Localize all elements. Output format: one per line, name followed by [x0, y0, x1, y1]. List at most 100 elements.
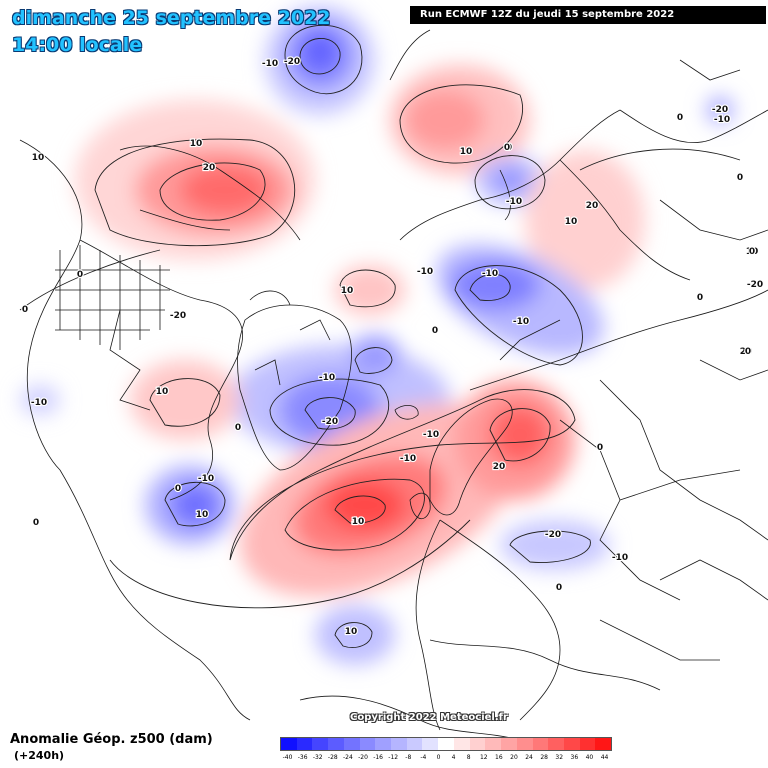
legend-swatch	[343, 738, 360, 750]
contour-label: 10	[341, 286, 354, 296]
legend-swatch	[563, 738, 580, 750]
legend-tick-labels: -40 -36 -32 -28 -24 -20 -16 -12 -8 -4 0 4 8 12 16 20 24 2…	[280, 752, 612, 763]
contour-label: 10	[156, 387, 169, 397]
contour-label: -10	[31, 398, 47, 408]
legend-swatch	[375, 738, 392, 750]
legend-tick: -36	[297, 754, 308, 761]
contour-label: 0	[749, 247, 755, 257]
contour-label: -10	[513, 317, 529, 327]
contour-label: 10	[746, 247, 759, 257]
contour-label: 0	[745, 347, 751, 357]
legend-tick: -32	[312, 754, 323, 761]
legend-swatch	[406, 738, 423, 750]
valid-date: dimanche 25 septembre 2022	[12, 7, 331, 29]
legend-swatch	[422, 738, 439, 750]
contour-label: 10	[565, 217, 578, 227]
contour-label: 10	[32, 153, 45, 163]
legend-tick: 4	[451, 754, 456, 761]
contour-label: 20	[586, 201, 599, 211]
valid-time: 14:00 locale	[12, 34, 143, 56]
contour-label: 0	[677, 113, 683, 123]
contour-label: 10	[460, 147, 473, 157]
chart-title: Anomalie Géop. z500 (dam)	[10, 732, 213, 747]
contour-label: 30	[352, 517, 365, 527]
contour-label: -10	[423, 430, 439, 440]
contour-label: 10	[190, 139, 203, 149]
legend-swatch	[532, 738, 549, 750]
legend-tick: 36	[570, 754, 579, 761]
legend-tick: -20	[358, 754, 368, 761]
legend-color-bar	[280, 737, 612, 751]
legend-swatch	[438, 738, 454, 750]
color-legend: -40 -36 -32 -28 -24 -20 -16 -12 -8 -4 0 4 8 12 16 20 24 2…	[280, 737, 612, 763]
contour-label: 10	[345, 627, 358, 637]
legend-tick: 20	[510, 754, 518, 761]
contour-label: -10	[506, 197, 522, 207]
contour-label: 0	[77, 270, 83, 280]
contour-label: 20	[203, 163, 216, 173]
legend-tick: -16	[373, 754, 384, 761]
contour-label: 0	[556, 583, 562, 593]
contour-label: -10	[319, 373, 335, 383]
contour-label: 10	[352, 517, 365, 527]
legend-swatch	[501, 738, 517, 750]
contour-label: 0	[506, 143, 512, 153]
contour-label: 0	[677, 113, 683, 123]
contour-label: 0	[175, 484, 181, 494]
legend-swatch	[595, 738, 612, 750]
contour-label: -20	[322, 417, 338, 427]
anomaly-contours	[19, 24, 741, 648]
contour-label: -10	[417, 267, 433, 277]
legend-tick: 0	[436, 754, 441, 761]
legend-tick: -28	[327, 754, 338, 761]
contour-label: -10	[400, 454, 416, 464]
legend-swatch	[548, 738, 564, 750]
contour-label: 0	[737, 173, 743, 183]
legend-swatch	[328, 738, 344, 750]
legend-swatch	[359, 738, 376, 750]
contour-label: 0	[22, 305, 28, 315]
contour-label: -20	[170, 311, 186, 321]
legend-tick: 44	[600, 754, 609, 761]
lead-time: (+240h)	[14, 749, 65, 762]
legend-tick: 12	[479, 754, 488, 761]
legend-tick: 16	[495, 754, 503, 761]
contour-label: 0	[597, 443, 603, 453]
legend-tick: -8	[405, 754, 412, 761]
contour-label: -20	[747, 280, 763, 290]
legend-tick: 28	[540, 754, 548, 761]
contour-label: 20	[740, 347, 753, 357]
legend-swatch	[485, 738, 502, 750]
contour-label: 0	[432, 326, 438, 336]
legend-tick: 24	[525, 754, 533, 761]
anomaly-shading	[20, 5, 734, 665]
contour-label: -20	[284, 57, 300, 67]
legend-swatch	[516, 738, 533, 750]
contour-label: 20	[493, 462, 506, 472]
contour-label: 10	[156, 387, 169, 397]
contour-label: -10	[714, 115, 730, 125]
contour-label: 0	[697, 293, 703, 303]
legend-swatch	[391, 738, 407, 750]
legend-swatch	[453, 738, 470, 750]
legend-tick: -40	[282, 754, 293, 761]
contour-label: -10	[612, 553, 628, 563]
contour-label: -10	[482, 269, 498, 279]
contour-label: 10	[196, 510, 209, 520]
run-info: Run ECMWF 12Z du jeudi 15 septembre 2022	[410, 6, 766, 24]
legend-swatch	[281, 738, 297, 750]
contour-label: 0	[504, 143, 510, 153]
coastlines	[19, 29, 768, 741]
legend-tick: 40	[585, 754, 594, 761]
legend-tick: 8	[466, 754, 471, 761]
legend-swatch	[579, 738, 596, 750]
contour-label: -20	[712, 105, 728, 115]
contour-label: 0	[33, 518, 39, 528]
copyright: Copyright 2022 Meteociel.fr	[350, 712, 508, 723]
legend-tick: 32	[555, 754, 564, 761]
contour-label: -10	[198, 474, 214, 484]
legend-tick: -24	[343, 754, 353, 761]
legend-tick: -12	[388, 754, 399, 761]
